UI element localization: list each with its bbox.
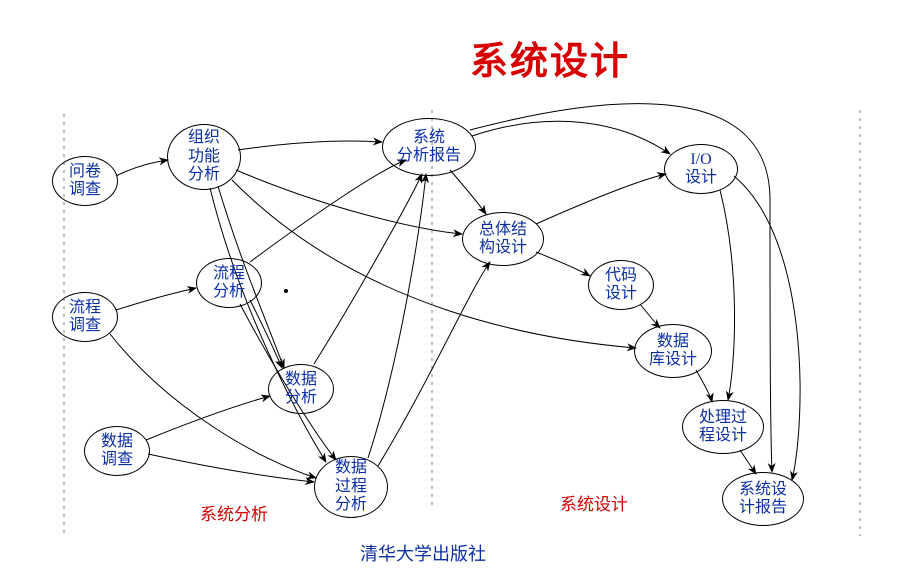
edge-xtfx-ztjg (450, 170, 486, 214)
node-clgc: 处理过程设计 (682, 400, 764, 454)
edge-zuzhi-shujugc (210, 188, 326, 462)
node-label: 问卷调查 (69, 163, 101, 200)
edge-wenjuan-zuzhi (116, 160, 168, 176)
node-label: 处理过程设计 (699, 409, 747, 446)
node-label: 数据分析 (285, 371, 317, 408)
edge-shujugc-xtfx (368, 174, 426, 458)
edge-shujudc-shujufx (146, 396, 270, 440)
node-zuzhi: 组织功能分析 (167, 124, 241, 190)
edge-ztjg-daima (536, 252, 590, 276)
node-xtfx: 系统分析报告 (382, 118, 476, 176)
publisher-footer: 清华大学出版社 (360, 540, 486, 566)
edge-ztjg-io (536, 174, 666, 224)
edge-liuchengfx-xtfx (250, 160, 406, 262)
node-shujugc: 数据过程分析 (314, 456, 388, 518)
node-label: 数据过程分析 (335, 459, 367, 514)
node-liuchengdc: 流程调查 (52, 292, 118, 342)
node-label: I/O设计 (685, 151, 717, 188)
node-shujufx: 数据分析 (268, 364, 334, 414)
node-label: 数据库设计 (649, 333, 697, 370)
edge-shujudc-shujugc (148, 454, 314, 482)
node-shujudc: 数据调查 (84, 426, 150, 476)
edge-zuzhi-xtfx (238, 141, 382, 150)
section-label-analysis: 系统分析 (200, 500, 268, 525)
edge-zuzhi-sjk (232, 180, 636, 348)
node-ztjg: 总体结构设计 (462, 212, 544, 266)
edge-daima-sjk (640, 304, 660, 328)
node-label: 系统分析报告 (397, 129, 461, 166)
edge-shujugc-ztjg (378, 262, 490, 466)
node-label: 系统设计报告 (739, 481, 787, 518)
node-sjk: 数据库设计 (634, 324, 712, 378)
node-label: 流程调查 (69, 299, 101, 336)
edge-clgc-xtsj (740, 450, 756, 474)
node-liuchengfx: 流程分析 (196, 258, 262, 308)
edge-zuzhi-ztjg (236, 170, 462, 234)
diagram-canvas: 系统设计 系统分析 系统设计 问卷调查 组织功能分析流程调查 流程分析数据调查 数据分… (0, 0, 920, 575)
edge-io-clgc (720, 190, 735, 400)
node-label: 总体结构设计 (479, 221, 527, 258)
section-label-design: 系统设计 (560, 490, 628, 515)
node-io: I/O设计 (664, 144, 738, 194)
node-label: 流程分析 (213, 265, 245, 302)
node-xtsj: 系统设计报告 (722, 472, 804, 526)
node-label: 数据调查 (101, 433, 133, 470)
node-label: 组织功能分析 (188, 129, 220, 184)
edge-liuchengdc-liuchengfx (116, 288, 196, 310)
node-wenjuan: 问卷调查 (52, 156, 118, 206)
edge-sjk-clgc (696, 370, 712, 402)
edge-liuchengfx-shujufx (250, 300, 282, 368)
node-daima: 代码设计 (588, 260, 654, 310)
page-marker-dot (284, 289, 288, 293)
edge-shujufx-xtfx (314, 174, 422, 364)
node-label: 代码设计 (605, 267, 637, 304)
page-title: 系统设计 (470, 30, 630, 85)
edge-xtfx-io (472, 121, 670, 154)
